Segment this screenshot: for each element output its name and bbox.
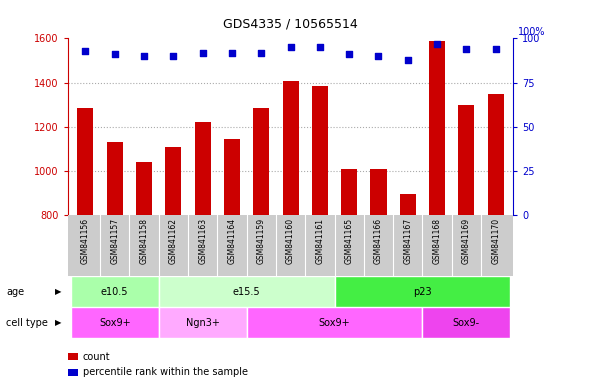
Point	[139, 53, 149, 59]
Bar	[488, 94, 504, 215]
Text: Sox9+: Sox9+	[99, 318, 130, 328]
Point	[110, 51, 119, 57]
Point	[491, 46, 500, 52]
Text: GSM841156: GSM841156	[81, 218, 90, 264]
Point	[227, 50, 237, 56]
Bar	[71, 307, 159, 338]
Bar	[136, 162, 152, 215]
Text: count: count	[83, 352, 110, 362]
Text: GSM841166: GSM841166	[374, 218, 383, 264]
Point	[315, 44, 324, 50]
Text: GSM841167: GSM841167	[404, 218, 412, 264]
Text: cell type: cell type	[6, 318, 48, 328]
Text: e15.5: e15.5	[233, 287, 260, 297]
Text: GSM841157: GSM841157	[110, 218, 119, 264]
Text: GSM841159: GSM841159	[257, 218, 266, 264]
Text: e10.5: e10.5	[101, 287, 129, 297]
Bar	[458, 104, 474, 215]
Bar	[159, 307, 247, 338]
Bar	[422, 307, 510, 338]
Bar	[312, 86, 328, 215]
Point	[403, 56, 412, 63]
Text: GSM841162: GSM841162	[169, 218, 178, 264]
Bar	[224, 139, 240, 215]
Text: Sox9+: Sox9+	[319, 318, 350, 328]
Text: GSM841169: GSM841169	[462, 218, 471, 264]
Point	[169, 53, 178, 59]
Point	[286, 44, 295, 50]
Bar	[165, 147, 181, 215]
Bar	[429, 41, 445, 215]
Bar	[335, 276, 510, 307]
Bar	[77, 108, 93, 215]
Point	[81, 48, 90, 54]
Text: p23: p23	[413, 287, 432, 297]
Text: GDS4335 / 10565514: GDS4335 / 10565514	[223, 18, 358, 31]
Text: GSM841160: GSM841160	[286, 218, 295, 264]
Text: GSM841165: GSM841165	[345, 218, 353, 264]
Point	[432, 41, 442, 47]
Bar	[107, 142, 123, 215]
Text: GSM841164: GSM841164	[228, 218, 237, 264]
Text: GSM841168: GSM841168	[432, 218, 441, 264]
Bar	[253, 108, 269, 215]
Bar	[71, 276, 159, 307]
Text: GSM841163: GSM841163	[198, 218, 207, 264]
Text: Ngn3+: Ngn3+	[186, 318, 219, 328]
Text: Sox9-: Sox9-	[453, 318, 480, 328]
Point	[257, 50, 266, 56]
Bar	[341, 169, 358, 215]
Point	[374, 53, 384, 59]
Bar	[400, 194, 416, 215]
Text: percentile rank within the sample: percentile rank within the sample	[83, 367, 248, 377]
Bar	[247, 307, 422, 338]
Text: ▶: ▶	[55, 318, 62, 327]
Text: GSM841170: GSM841170	[491, 218, 500, 264]
Bar	[159, 276, 335, 307]
Text: ▶: ▶	[55, 287, 62, 296]
Text: age: age	[6, 287, 24, 297]
Text: GSM841161: GSM841161	[316, 218, 325, 264]
Text: GSM841158: GSM841158	[140, 218, 149, 264]
Point	[345, 51, 354, 57]
Point	[462, 46, 471, 52]
Bar	[195, 122, 211, 215]
Bar	[283, 81, 299, 215]
Text: 100%: 100%	[518, 26, 545, 36]
Point	[198, 50, 207, 56]
Bar	[371, 169, 386, 215]
